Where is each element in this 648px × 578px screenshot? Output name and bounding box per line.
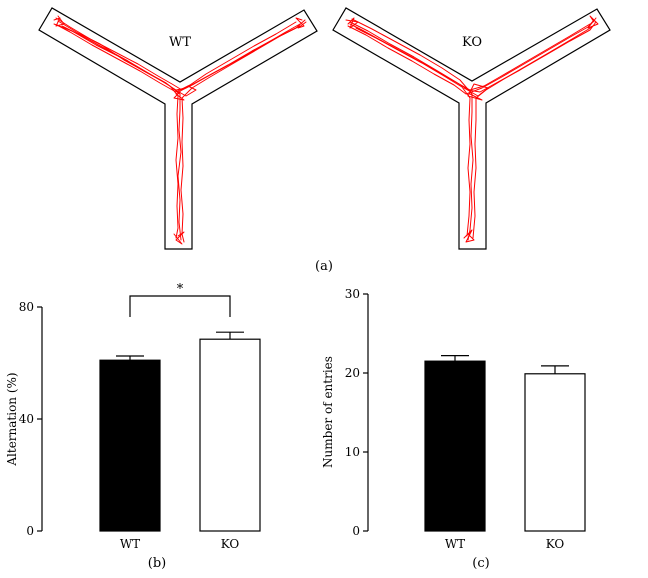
y-axis-label: Alternation (%)	[5, 372, 19, 466]
maze-label-ko: KO	[462, 35, 482, 50]
x-tick-label: KO	[221, 537, 240, 551]
y-tick-label: 0	[352, 524, 360, 538]
x-tick-label: KO	[546, 537, 565, 551]
bar-wt	[99, 359, 161, 532]
y-tick-label: 20	[345, 366, 360, 380]
rat-trace-ko	[345, 15, 599, 243]
x-tick-label: WT	[445, 537, 465, 551]
chart-c: 0 10 20 30 Number of entries WT KO (c)	[321, 287, 586, 571]
panel-label: (b)	[148, 556, 166, 571]
y-maze-ko: KO	[332, 7, 611, 250]
y-tick-label: 0	[26, 524, 34, 538]
chart-b: 0 40 80 Alternation (%) WT KO * (b)	[5, 282, 261, 571]
panel-label-a: (a)	[315, 259, 333, 274]
bar-ko	[524, 373, 586, 532]
y-tick-label: 80	[19, 300, 34, 314]
rat-trace-wt	[53, 15, 307, 245]
significance-star: *	[177, 282, 184, 297]
y-tick-label: 40	[19, 412, 34, 426]
bar-ko	[199, 338, 261, 532]
maze-label-wt: WT	[169, 35, 191, 50]
y-axis-label: Number of entries	[321, 356, 335, 468]
y-maze-outline-ko	[332, 7, 611, 250]
bar-wt	[424, 360, 486, 532]
significance-bracket	[129, 295, 231, 317]
y-tick-label: 30	[345, 287, 360, 301]
y-maze-outline-wt	[38, 7, 318, 250]
y-tick-label: 10	[345, 445, 360, 459]
x-tick-label: WT	[120, 537, 140, 551]
panel-label: (c)	[472, 556, 489, 571]
y-maze-wt: WT	[38, 7, 318, 250]
